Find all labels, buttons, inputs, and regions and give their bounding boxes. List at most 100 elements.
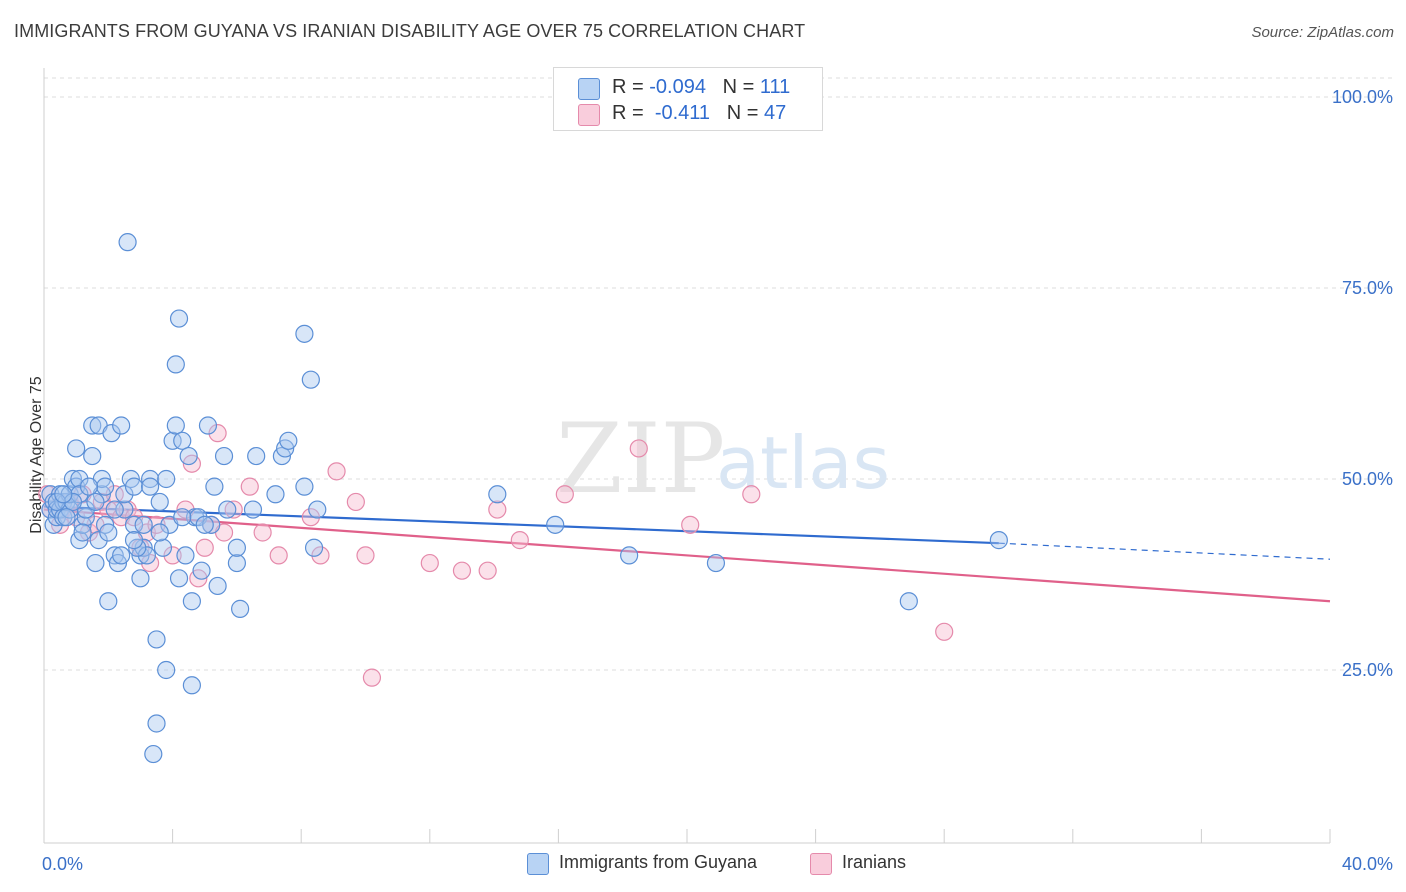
- iranian-point: [311, 546, 330, 565]
- iranian-point: [420, 553, 439, 573]
- legend-iranian-swatch: [810, 853, 832, 875]
- iranian-point: [452, 561, 472, 580]
- guyana-point: [153, 538, 173, 557]
- iranian-point: [346, 492, 365, 512]
- iranian-point: [327, 462, 346, 481]
- guyana-point: [989, 531, 1008, 550]
- guyana-point: [131, 569, 150, 588]
- guyana-point: [134, 515, 153, 534]
- guyana-point: [173, 508, 192, 527]
- iranian-point: [79, 523, 99, 542]
- guyana-swatch: [578, 78, 600, 100]
- guyana-point: [95, 477, 115, 496]
- stats-legend-box: R = -0.094 N = 111 R = -0.411 N = 47: [553, 67, 823, 131]
- guyana-n-value: 111: [759, 76, 791, 98]
- guyana-point: [308, 500, 327, 519]
- iranian-point: [224, 500, 243, 519]
- iranian-point: [629, 439, 648, 458]
- chart-title: IMMIGRANTS FROM GUYANA VS IRANIAN DISABI…: [14, 21, 806, 41]
- guyana-point: [218, 500, 237, 519]
- guyana-point: [140, 469, 160, 489]
- guyana-point: [247, 446, 266, 466]
- iranian-n-label: N =: [726, 102, 759, 124]
- guyana-point: [163, 431, 182, 450]
- watermark: ZIP atlas: [556, 403, 890, 515]
- guyana-point: [124, 515, 144, 534]
- iranian-point: [510, 531, 529, 550]
- guyana-point: [169, 569, 189, 588]
- guyana-points: [41, 233, 1008, 764]
- guyana-point: [54, 485, 73, 504]
- guyana-point: [63, 492, 83, 512]
- guyana-point: [157, 660, 176, 680]
- iranian-r-label: R =: [612, 102, 644, 124]
- guyana-point: [150, 492, 169, 512]
- guyana-point: [227, 538, 246, 557]
- guyana-point: [86, 553, 105, 573]
- iranian-point: [269, 546, 288, 565]
- iranian-point: [253, 523, 272, 542]
- guyana-point: [73, 523, 92, 542]
- guyana-r-value: -0.094: [649, 76, 706, 98]
- iranian-point: [555, 485, 574, 504]
- guyana-point: [147, 714, 166, 733]
- guyana-point: [173, 431, 192, 450]
- x-tick-label: 0.0%: [42, 854, 83, 874]
- guyana-point: [231, 599, 250, 618]
- guyana-point: [105, 500, 124, 519]
- y-tick-label: 75.0%: [1342, 278, 1393, 298]
- guyana-point: [169, 309, 189, 328]
- guyana-point: [76, 508, 95, 527]
- guyana-point: [182, 676, 201, 695]
- guyana-point: [176, 546, 195, 565]
- guyana-point: [214, 446, 234, 466]
- guyana-point: [86, 492, 105, 512]
- iranian-n-value: 47: [763, 102, 787, 124]
- guyana-point: [166, 355, 185, 374]
- guyana-point: [182, 592, 201, 611]
- guyana-point: [546, 515, 565, 534]
- iranian-point: [163, 546, 182, 565]
- guyana-point: [89, 531, 108, 550]
- watermark-atlas: atlas: [716, 421, 890, 505]
- guyana-point: [243, 500, 263, 519]
- iranian-point: [681, 515, 700, 534]
- tick-labels: 25.0% 50.0% 75.0% 100.0% 0.0% 40.0%: [42, 87, 1393, 874]
- guyana-point: [706, 553, 726, 573]
- guyana-point: [295, 324, 314, 343]
- guyana-point: [83, 446, 102, 466]
- iranian-point: [124, 508, 144, 527]
- guyana-point: [157, 469, 176, 489]
- guyana-n-label: N =: [722, 76, 755, 98]
- guyana-point: [266, 485, 285, 504]
- legend-iranian-label: Iranians: [842, 852, 907, 872]
- guyana-point: [899, 592, 918, 611]
- guyana-point: [67, 439, 86, 458]
- guyana-point: [202, 515, 221, 534]
- iranian-point: [105, 485, 124, 504]
- iranian-point: [742, 485, 761, 504]
- guyana-point: [179, 446, 198, 466]
- iranian-swatch: [578, 104, 600, 126]
- iranian-point: [67, 508, 86, 527]
- y-tick-label: 50.0%: [1342, 469, 1393, 489]
- axes: [43, 68, 1331, 844]
- guyana-point: [488, 485, 507, 504]
- guyana-point: [192, 561, 211, 580]
- y-tick-label: 100.0%: [1332, 87, 1393, 107]
- iranian-point: [208, 424, 227, 443]
- iranian-point: [935, 622, 954, 641]
- guyana-point: [79, 477, 99, 496]
- iranian-point: [488, 500, 507, 519]
- guyana-point: [166, 416, 185, 435]
- gridlines: [44, 77, 1392, 671]
- iranian-point: [362, 668, 382, 687]
- guyana-point: [140, 477, 160, 496]
- guyana-point: [137, 546, 156, 565]
- guyana-point: [70, 485, 89, 504]
- guyana-point: [112, 546, 131, 565]
- guyana-point: [102, 424, 121, 443]
- guyana-point: [115, 500, 134, 519]
- legend-guyana-label: Immigrants from Guyana: [559, 852, 758, 872]
